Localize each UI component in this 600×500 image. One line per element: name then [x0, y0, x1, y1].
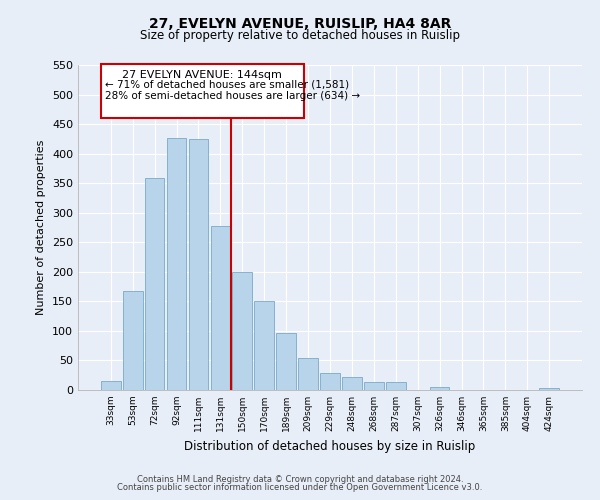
- Text: 27 EVELYN AVENUE: 144sqm: 27 EVELYN AVENUE: 144sqm: [122, 70, 282, 80]
- Text: 27, EVELYN AVENUE, RUISLIP, HA4 8AR: 27, EVELYN AVENUE, RUISLIP, HA4 8AR: [149, 18, 451, 32]
- Text: Contains HM Land Registry data © Crown copyright and database right 2024.: Contains HM Land Registry data © Crown c…: [137, 475, 463, 484]
- Text: ← 71% of detached houses are smaller (1,581): ← 71% of detached houses are smaller (1,…: [105, 80, 349, 90]
- Bar: [430, 387, 449, 390]
- Text: Size of property relative to detached houses in Ruislip: Size of property relative to detached ho…: [140, 29, 460, 42]
- Bar: [123, 290, 143, 390]
- Bar: [364, 382, 384, 390]
- Bar: [101, 64, 304, 118]
- Bar: [232, 272, 252, 390]
- Y-axis label: Number of detached properties: Number of detached properties: [37, 140, 46, 315]
- Text: 28% of semi-detached houses are larger (634) →: 28% of semi-detached houses are larger (…: [105, 91, 361, 101]
- Bar: [276, 332, 296, 390]
- X-axis label: Distribution of detached houses by size in Ruislip: Distribution of detached houses by size …: [184, 440, 476, 452]
- Text: Contains public sector information licensed under the Open Government Licence v3: Contains public sector information licen…: [118, 484, 482, 492]
- Bar: [539, 388, 559, 390]
- Bar: [386, 382, 406, 390]
- Bar: [211, 226, 230, 390]
- Bar: [145, 178, 164, 390]
- Bar: [298, 358, 318, 390]
- Bar: [167, 138, 187, 390]
- Bar: [342, 377, 362, 390]
- Bar: [188, 139, 208, 390]
- Bar: [320, 374, 340, 390]
- Bar: [254, 302, 274, 390]
- Bar: [101, 381, 121, 390]
